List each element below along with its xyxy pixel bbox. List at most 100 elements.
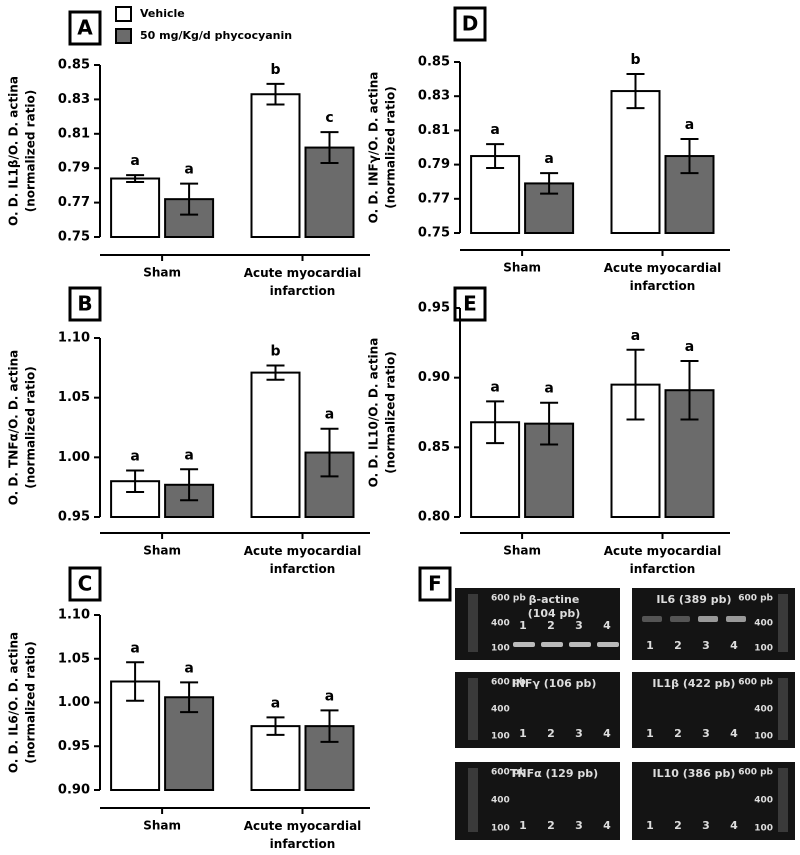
y-axis-label: (normalized ratio) bbox=[24, 641, 38, 764]
y-tick-label: 0.85 bbox=[418, 440, 450, 455]
y-tick-label: 1.05 bbox=[58, 651, 90, 666]
band bbox=[726, 616, 746, 622]
lane-number: 4 bbox=[603, 727, 611, 740]
y-tick-label: 1.10 bbox=[58, 608, 90, 623]
y-tick-label: 0.83 bbox=[418, 89, 450, 104]
marker-label: 400 bbox=[754, 619, 773, 629]
significance-letter: b bbox=[270, 62, 280, 78]
marker-label: 600 pb bbox=[738, 768, 773, 778]
y-tick-label: 0.75 bbox=[58, 230, 90, 245]
gel-image bbox=[455, 588, 620, 660]
gel-title: IL1β (422 pb) bbox=[652, 677, 735, 690]
y-tick-label: 0.77 bbox=[58, 195, 90, 210]
error-bar bbox=[680, 137, 699, 175]
x-tick-label: Sham bbox=[143, 266, 181, 280]
significance-letter: a bbox=[631, 328, 640, 344]
lane-number: 3 bbox=[702, 639, 710, 652]
y-tick-label: 1.00 bbox=[58, 450, 90, 465]
panel-letter: A bbox=[77, 16, 93, 40]
error-bar bbox=[126, 661, 145, 702]
significance-letter: a bbox=[130, 153, 139, 169]
marker-label: 100 bbox=[754, 732, 773, 742]
y-axis-label: O. D. IL10/O. D. actina bbox=[367, 338, 381, 488]
marker-label: 400 bbox=[754, 796, 773, 806]
significance-letter: a bbox=[130, 640, 139, 656]
panel-box bbox=[68, 566, 102, 602]
significance-letter: a bbox=[490, 379, 499, 395]
significance-letter: a bbox=[544, 381, 553, 397]
panel-box bbox=[418, 566, 452, 602]
y-tick-label: 0.81 bbox=[58, 126, 90, 141]
gel-image bbox=[455, 762, 620, 840]
marker-label: 600 pb bbox=[738, 594, 773, 604]
lane-number: 1 bbox=[646, 639, 654, 652]
ladder bbox=[778, 594, 788, 652]
lane-number: 3 bbox=[575, 727, 583, 740]
significance-letter: b bbox=[270, 343, 280, 359]
marker-label: 100 bbox=[754, 644, 773, 654]
significance-letter: a bbox=[685, 117, 694, 133]
y-tick-label: 0.75 bbox=[418, 226, 450, 241]
marker-label: 100 bbox=[491, 824, 510, 834]
lane-number: 4 bbox=[730, 819, 738, 832]
lane-number: 4 bbox=[730, 639, 738, 652]
y-axis-label: (normalized ratio) bbox=[24, 366, 38, 489]
error-bar bbox=[486, 400, 505, 445]
y-tick-label: 0.90 bbox=[418, 370, 450, 385]
y-tick-label: 0.95 bbox=[58, 510, 90, 525]
y-axis-label: (normalized ratio) bbox=[384, 351, 398, 474]
error-bar bbox=[180, 468, 199, 502]
gel-title: (104 pb) bbox=[528, 607, 581, 620]
ladder bbox=[468, 678, 478, 740]
gel: 600 pb 400 100 INFγ (106 pb) 1 2 3 4 bbox=[455, 672, 620, 748]
marker-label: 100 bbox=[491, 732, 510, 742]
significance-letter: b bbox=[630, 52, 640, 68]
y-axis-label: O. D. TNFα/O. D. actina bbox=[7, 350, 21, 506]
marker-label: 600 pb bbox=[491, 594, 526, 604]
significance-letter: a bbox=[184, 660, 193, 676]
panel-letter: E bbox=[463, 292, 477, 316]
gel: 600 pb 400 100 IL1β (422 pb) 1 2 3 4 bbox=[632, 672, 795, 748]
marker-label: 400 bbox=[754, 705, 773, 715]
significance-letter: a bbox=[184, 162, 193, 178]
y-tick-label: 1.05 bbox=[58, 390, 90, 405]
lane-number: 4 bbox=[603, 619, 611, 632]
bar bbox=[110, 177, 161, 239]
error-bar bbox=[626, 348, 645, 421]
gel-title: IL10 (386 pb) bbox=[653, 767, 736, 780]
marker-label: 400 bbox=[491, 705, 510, 715]
lane-number: 3 bbox=[575, 619, 583, 632]
lane-number: 2 bbox=[674, 727, 682, 740]
y-tick-label: 1.10 bbox=[58, 331, 90, 346]
bar bbox=[250, 93, 301, 238]
significance-letter: a bbox=[271, 695, 280, 711]
bar bbox=[250, 371, 301, 518]
y-axis-label: (normalized ratio) bbox=[24, 90, 38, 213]
y-axis-label: O. D. IL1β/O. D. actina bbox=[7, 76, 21, 226]
error-bar bbox=[680, 359, 699, 421]
marker-label: 100 bbox=[754, 824, 773, 834]
y-tick-label: 0.79 bbox=[418, 157, 450, 172]
significance-letter: a bbox=[130, 448, 139, 464]
panel-box bbox=[453, 6, 487, 42]
error-bar bbox=[320, 427, 339, 478]
lane-number: 1 bbox=[519, 819, 527, 832]
y-tick-label: 1.00 bbox=[58, 695, 90, 710]
legend-label: 50 mg/Kg/d phycocyanin bbox=[140, 29, 292, 42]
panel-letter: C bbox=[78, 572, 93, 596]
significance-letter: a bbox=[544, 151, 553, 167]
panel-box bbox=[68, 286, 102, 322]
y-tick-label: 0.95 bbox=[418, 301, 450, 316]
band bbox=[670, 616, 690, 622]
x-tick-label: Sham bbox=[503, 261, 541, 275]
marker-label: 400 bbox=[491, 796, 510, 806]
gel-image bbox=[632, 672, 795, 748]
significance-letter: a bbox=[685, 339, 694, 355]
band bbox=[513, 642, 535, 647]
lane-number: 1 bbox=[646, 727, 654, 740]
lane-number: 1 bbox=[519, 727, 527, 740]
y-tick-label: 0.95 bbox=[58, 739, 90, 754]
gel-title: INFγ (106 pb) bbox=[512, 677, 597, 690]
ladder bbox=[778, 678, 788, 740]
